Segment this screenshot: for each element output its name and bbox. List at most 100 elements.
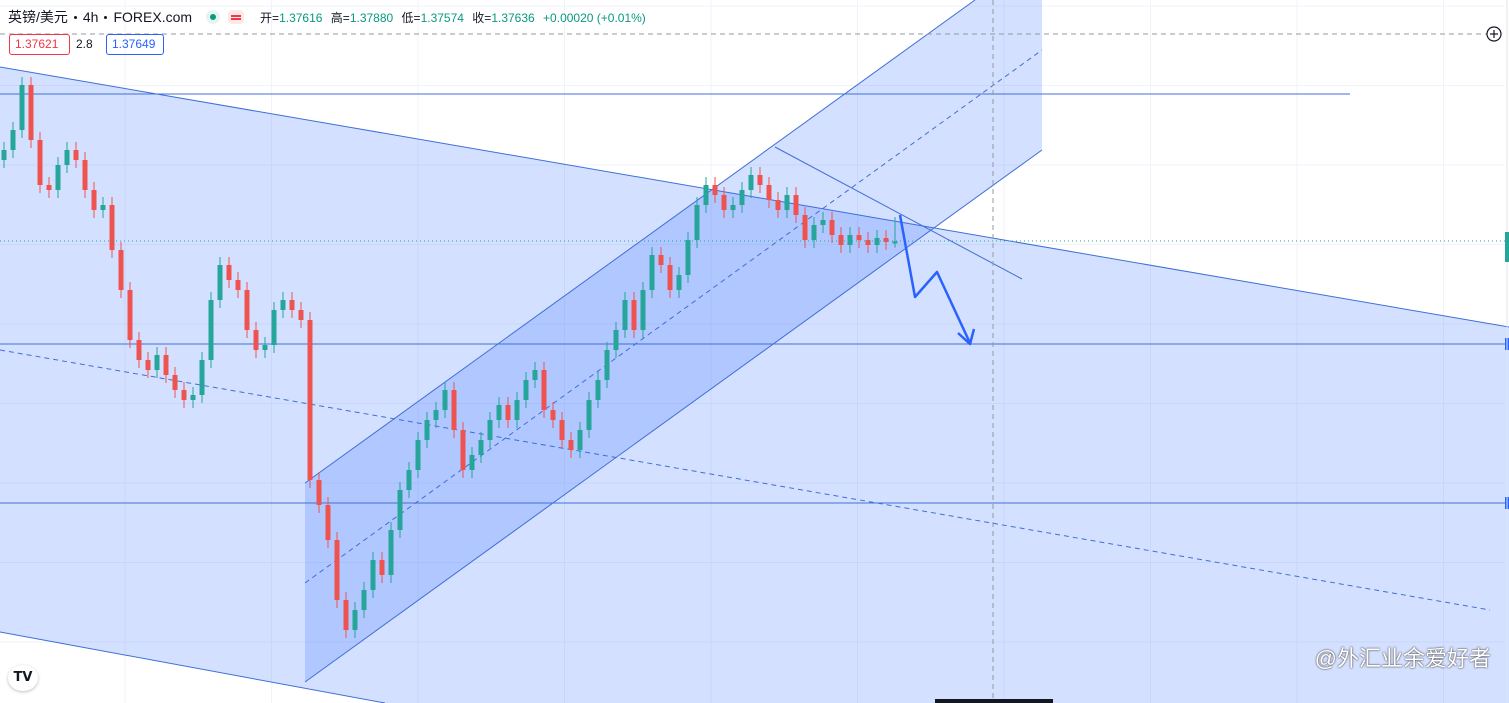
candle-body — [721, 195, 727, 210]
candle-body — [154, 355, 160, 370]
candle-body — [685, 240, 691, 275]
candle-body — [289, 300, 295, 310]
candle-body — [235, 280, 241, 290]
price-marker — [1505, 232, 1509, 262]
time-range-marker — [935, 699, 1053, 703]
candle-body — [748, 175, 754, 190]
channel-line — [304, 149, 1043, 683]
candle-body — [550, 410, 556, 420]
candle-body — [136, 340, 142, 360]
candle-body — [676, 275, 682, 290]
candle-body — [460, 430, 466, 470]
candle-body — [613, 330, 619, 350]
candle-body — [658, 255, 664, 265]
candle-body — [712, 185, 718, 195]
candle-body — [622, 300, 628, 330]
candle-body — [811, 225, 817, 240]
close-value: 1.37636 — [491, 10, 535, 25]
symbol[interactable]: 英镑/美元 — [8, 9, 68, 25]
candle-body — [496, 405, 502, 420]
candle-body — [370, 560, 376, 590]
candle-body — [334, 540, 340, 600]
candle-body — [19, 85, 25, 130]
close-label: 收= — [472, 10, 492, 25]
candle-body — [757, 175, 763, 185]
channel-line — [0, 631, 386, 703]
candle-body — [145, 360, 151, 370]
candle-body — [217, 265, 223, 300]
candle-body — [730, 205, 736, 210]
sell-price[interactable]: 1.37621 — [9, 34, 70, 55]
candle-body — [586, 400, 592, 430]
channel-midline — [304, 49, 1043, 584]
candle-body — [793, 195, 799, 215]
high-label: 高= — [330, 10, 350, 25]
candle-body — [190, 395, 196, 400]
open-label: 开= — [260, 10, 280, 25]
candle-body — [424, 420, 430, 440]
candle-body — [100, 205, 106, 210]
candle-body — [766, 185, 772, 200]
candle-body — [73, 150, 79, 160]
candle-body — [892, 241, 898, 244]
high-value: 1.37880 — [349, 10, 394, 25]
candle-body — [181, 390, 187, 400]
candle-body — [109, 205, 115, 250]
arrow-head — [957, 328, 976, 346]
candle-body — [505, 405, 511, 420]
candle-body — [703, 185, 709, 205]
market-status[interactable] — [206, 10, 221, 24]
candle-body — [361, 590, 367, 610]
buy-price[interactable]: 1.37649 — [106, 34, 164, 55]
data-delay[interactable] — [228, 10, 245, 24]
low-value: 1.37574 — [420, 10, 464, 25]
candle-body — [451, 390, 457, 430]
descending-channel — [0, 67, 1509, 703]
candle-body — [829, 220, 835, 235]
candle-body — [433, 410, 439, 420]
candle-body — [343, 600, 349, 630]
candle-body — [577, 430, 583, 450]
interval[interactable]: 4h — [82, 9, 99, 25]
source: FOREX.com — [113, 9, 193, 25]
candle-body — [820, 220, 826, 225]
candle-body — [388, 530, 394, 575]
candle-body — [208, 300, 214, 360]
candle-body — [271, 310, 277, 345]
channel-line — [0, 66, 1509, 328]
ohlc: 开=1.37616 高=1.37880 低=1.37574 收=1.37636 … — [260, 9, 651, 26]
candle-body — [802, 215, 808, 240]
watermark: @外汇业余爱好者 — [1314, 646, 1491, 671]
candle-body — [226, 265, 232, 280]
candle-body — [316, 480, 322, 505]
candle-body — [649, 255, 655, 290]
projection-arrow — [898, 214, 972, 344]
candle-body — [298, 310, 304, 320]
crosshair-plus[interactable] — [1486, 26, 1502, 42]
candle-body — [667, 265, 673, 290]
candle-body — [64, 150, 70, 165]
low-label: 低= — [401, 10, 421, 25]
candles — [1, 77, 898, 638]
tradingview-logo[interactable]: TV — [8, 665, 38, 691]
candle-body — [631, 300, 637, 330]
candle-body — [397, 490, 403, 530]
candle-body — [325, 505, 331, 540]
change: +0.00020 (+0.01%) — [543, 10, 646, 25]
candle-body — [775, 200, 781, 210]
separator — [73, 15, 77, 19]
candle-body — [478, 440, 484, 455]
candle-body — [487, 420, 493, 440]
legend: 英镑/美元 4h FOREX.com 开=1.37616 高=1.37880 低… — [8, 7, 651, 27]
candle-body — [532, 370, 538, 380]
candle-body — [847, 235, 853, 245]
candle-body — [172, 375, 178, 390]
candle-body — [262, 345, 268, 350]
candle-body — [469, 455, 475, 470]
candle-body — [883, 238, 889, 242]
candle-body — [307, 320, 313, 480]
candle-body — [1, 150, 7, 160]
